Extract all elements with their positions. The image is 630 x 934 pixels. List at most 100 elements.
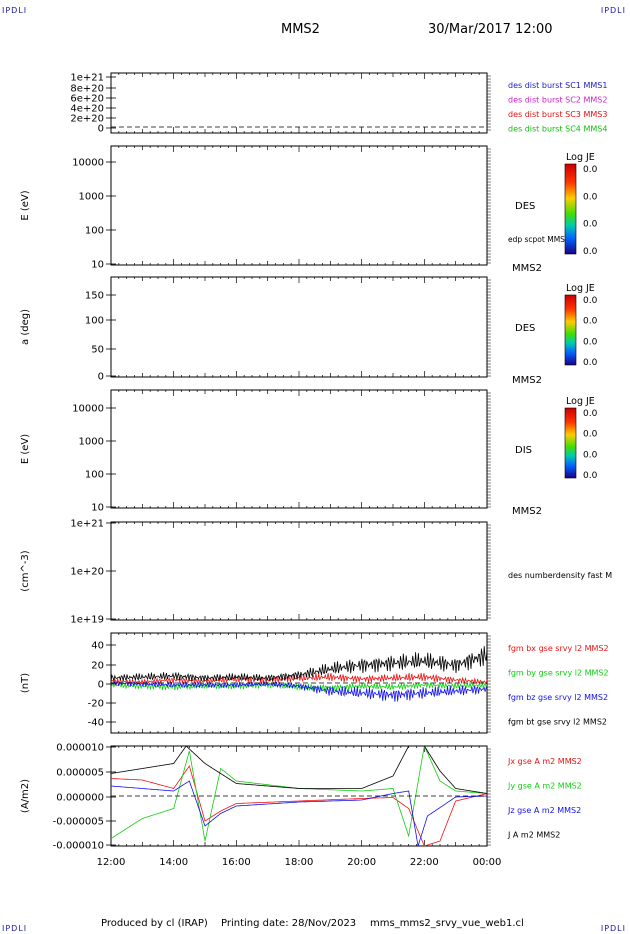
colorbar-tick-label: 0.0 bbox=[583, 337, 598, 347]
series-line-J-A bbox=[110, 745, 488, 794]
y-tick-label: -20 bbox=[88, 699, 104, 710]
corner-label-bottom-right: IPDLI bbox=[600, 924, 626, 933]
y-tick-label: -40 bbox=[88, 718, 104, 729]
y-tick-label: 1e+19 bbox=[70, 615, 104, 626]
series-line-fgm-bt bbox=[110, 646, 488, 682]
x-tick-label: 00:00 bbox=[473, 857, 502, 868]
legend-entry: fgm bz gse srvy l2 MMS2 bbox=[508, 693, 608, 702]
legend-entry: des dist burst SC4 MMS4 bbox=[508, 125, 607, 134]
colorbar bbox=[564, 294, 577, 366]
y-tick-label: 0.000005 bbox=[56, 768, 104, 779]
x-tick-label: 14:00 bbox=[159, 857, 188, 868]
colorbar-tick-label: 0.0 bbox=[583, 192, 598, 202]
corner-label-bottom-left: IPDLI bbox=[2, 924, 28, 933]
legend-entry: fgm bx gse srvy l2 MMS2 bbox=[508, 644, 609, 653]
panel-frame-dis-energy bbox=[110, 389, 488, 509]
x-tick-label: 20:00 bbox=[347, 857, 376, 868]
y-tick-label: 150 bbox=[85, 291, 104, 302]
instrument-label: DIS bbox=[515, 445, 532, 456]
y-tick-label: 1e+21 bbox=[70, 73, 104, 84]
y-axis-label: E (eV) bbox=[20, 434, 31, 464]
legend-entry: des dist burst SC1 MMS1 bbox=[508, 81, 607, 90]
legend-entry: Jz gse A m2 MMS2 bbox=[507, 806, 581, 815]
datetime-title: 30/Mar/2017 12:00 bbox=[428, 22, 553, 37]
x-tick-label: 16:00 bbox=[222, 857, 251, 868]
y-tick-label: 1e+20 bbox=[70, 567, 104, 578]
instrument-label: DES bbox=[515, 201, 535, 212]
y-axis-label: (nT) bbox=[20, 673, 31, 693]
y-tick-label: 50 bbox=[91, 345, 104, 356]
y-tick-label: 4e+20 bbox=[70, 104, 104, 115]
panel-frame-des-energy bbox=[110, 145, 488, 266]
y-tick-label: 40 bbox=[91, 641, 104, 652]
spacecraft-label: MMS2 bbox=[512, 375, 542, 386]
spacecraft-label: MMS2 bbox=[512, 506, 542, 517]
colorbar-title: Log JE bbox=[566, 283, 595, 294]
y-tick-label: 1e+21 bbox=[70, 519, 104, 530]
colorbar-tick-label: 0.0 bbox=[583, 358, 598, 368]
y-tick-label: 20 bbox=[91, 661, 104, 672]
instrument-label: DES bbox=[515, 323, 535, 334]
y-tick-label: -0.000010 bbox=[53, 841, 104, 852]
y-tick-label: 100 bbox=[85, 226, 104, 237]
colorbar-tick-label: 0.0 bbox=[583, 220, 598, 230]
y-tick-label: 2e+20 bbox=[70, 114, 104, 125]
y-tick-label: 1000 bbox=[79, 437, 104, 448]
y-axis-label: a (deg) bbox=[20, 309, 31, 345]
y-tick-label: -0.000005 bbox=[53, 817, 104, 828]
y-tick-label: 10000 bbox=[72, 404, 104, 415]
sublabel: edp scpot MMS2 bbox=[508, 235, 570, 244]
series-line-Jy-gse bbox=[110, 744, 488, 842]
colorbar-tick-label: 0.0 bbox=[583, 296, 598, 306]
series-line-fgm-bz bbox=[110, 680, 488, 702]
y-axis-label: E (eV) bbox=[20, 190, 31, 220]
y-tick-label: 10 bbox=[91, 260, 104, 271]
legend-entry: des dist burst SC3 MMS3 bbox=[508, 110, 607, 119]
legend-entry: Jx gse A m2 MMS2 bbox=[507, 757, 582, 766]
spacecraft-title: MMS2 bbox=[281, 22, 320, 37]
series-line-Jx-gse bbox=[111, 765, 488, 847]
colorbar-title: Log JE bbox=[566, 152, 595, 163]
y-tick-label: 0.000000 bbox=[56, 793, 104, 804]
y-tick-label: 1000 bbox=[79, 192, 104, 203]
colorbar bbox=[564, 163, 577, 255]
corner-label-top-left: IPDLI bbox=[2, 6, 28, 15]
y-tick-label: 0 bbox=[98, 372, 104, 383]
produced-by: Produced by cl (IRAP) bbox=[101, 918, 208, 929]
colorbar-tick-label: 0.0 bbox=[583, 409, 598, 419]
printing-date: Printing date: 28/Nov/2023 bbox=[221, 918, 357, 929]
panel-frame-des-density bbox=[110, 521, 488, 621]
y-tick-label: 10 bbox=[91, 503, 104, 514]
colorbar-title: Log JE bbox=[566, 396, 595, 407]
legend-entry: fgm by gse srvy l2 MMS2 bbox=[508, 669, 609, 678]
series-line-fgm-bx bbox=[110, 672, 488, 685]
y-tick-label: 10000 bbox=[72, 158, 104, 169]
colorbar bbox=[564, 407, 577, 479]
y-tick-label: 0 bbox=[98, 680, 104, 691]
colorbar-tick-label: 0.0 bbox=[583, 450, 598, 460]
x-tick-label: 18:00 bbox=[285, 857, 314, 868]
legend-entry: Jy gse A m2 MMS2 bbox=[507, 782, 582, 791]
legend-entry: J A m2 MMS2 bbox=[507, 831, 560, 840]
x-tick-label: 12:00 bbox=[97, 857, 126, 868]
y-tick-label: 0.000010 bbox=[56, 743, 104, 754]
series-line-Jz-gse bbox=[111, 780, 487, 847]
y-tick-label: 100 bbox=[85, 316, 104, 327]
legend-entry: fgm bt gse srvy l2 MMS2 bbox=[508, 718, 607, 727]
corner-label-top-right: IPDLI bbox=[600, 6, 626, 15]
colorbar-tick-label: 0.0 bbox=[583, 430, 598, 440]
y-tick-label: 8e+20 bbox=[70, 84, 104, 95]
y-tick-label: 0 bbox=[98, 124, 104, 135]
panel-frame-des-dist-burst bbox=[110, 72, 488, 134]
y-axis-label: (A/m2) bbox=[20, 779, 31, 813]
filename: mms_mms2_srvy_vue_web1.cl bbox=[370, 918, 524, 929]
spacecraft-label: MMS2 bbox=[512, 263, 542, 274]
colorbar-tick-label: 0.0 bbox=[583, 165, 598, 175]
x-tick-label: 22:00 bbox=[410, 857, 439, 868]
colorbar-tick-label: 0.0 bbox=[583, 247, 598, 257]
y-axis-label: (cm^-3) bbox=[20, 550, 31, 591]
panel-frame-des-pitch bbox=[110, 276, 488, 378]
y-tick-label: 100 bbox=[85, 470, 104, 481]
y-tick-label: 6e+20 bbox=[70, 94, 104, 105]
